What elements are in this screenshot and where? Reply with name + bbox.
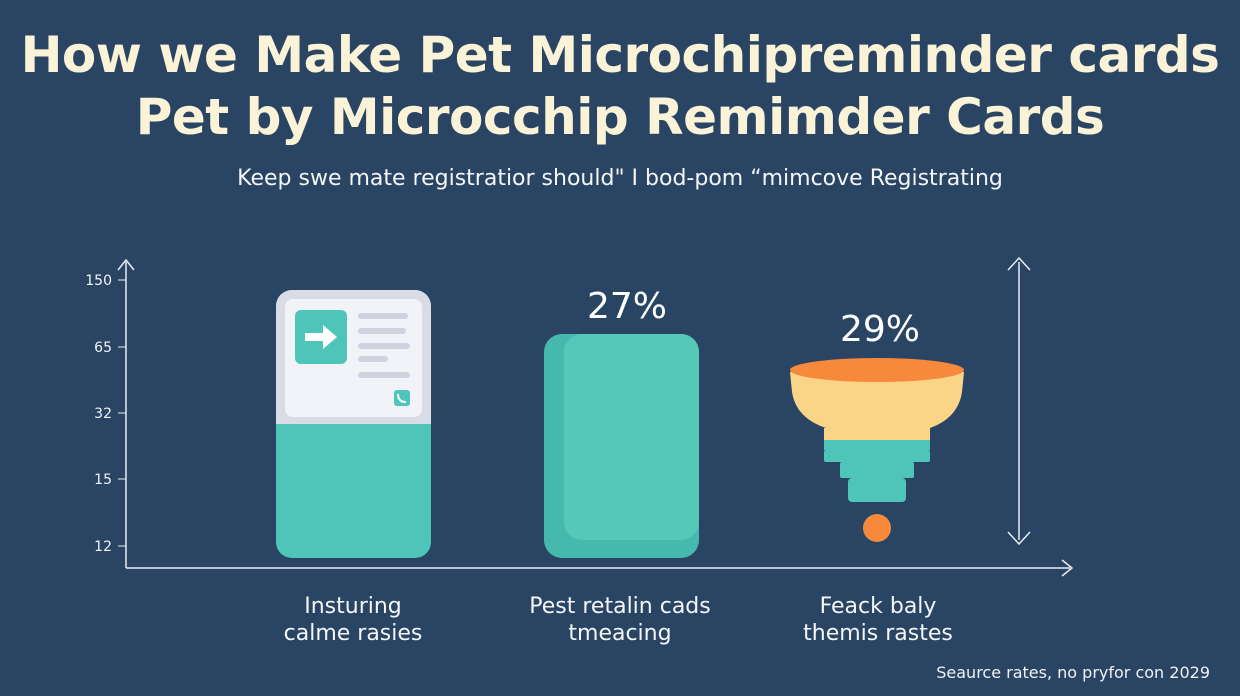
category-label-2-line-2: tmeacing [568,621,671,646]
y-axis-arrow-icon [117,258,135,271]
category-label-2: Pest retalin cads [529,594,710,619]
y-tick-label: 150 [85,273,112,289]
range-arrow-up-icon [1007,256,1031,271]
category-label-3-line-2: themis rastes [803,621,953,646]
funnel-icon [790,358,964,542]
category-label-3: Feack baly [820,594,937,619]
category-label-1: Insturing [304,594,402,619]
bar-2 [544,334,699,558]
range-arrow-down-icon [1007,531,1031,546]
x-axis-arrow-icon [1061,559,1074,577]
data-label-2: 27% [587,286,667,327]
page-title: How we Make Pet Microchipreminder cards [20,26,1220,84]
y-tick-label: 32 [94,406,112,422]
page-title-line-2: Pet by Microcchip Remimder Cards [135,88,1105,146]
phone-icon [394,390,410,406]
y-tick-label: 12 [94,539,112,555]
category-label-1-line-2: calme rasies [284,621,423,646]
data-label-3: 29% [840,309,920,350]
y-tick-label: 15 [94,472,112,488]
subtitle: Keep swe mate registratior should" I bod… [237,166,1003,191]
bar-1 [276,290,431,558]
source-note: Seaurce rates, no pryfor con 2029 [936,663,1210,682]
y-tick-label: 65 [94,340,112,356]
